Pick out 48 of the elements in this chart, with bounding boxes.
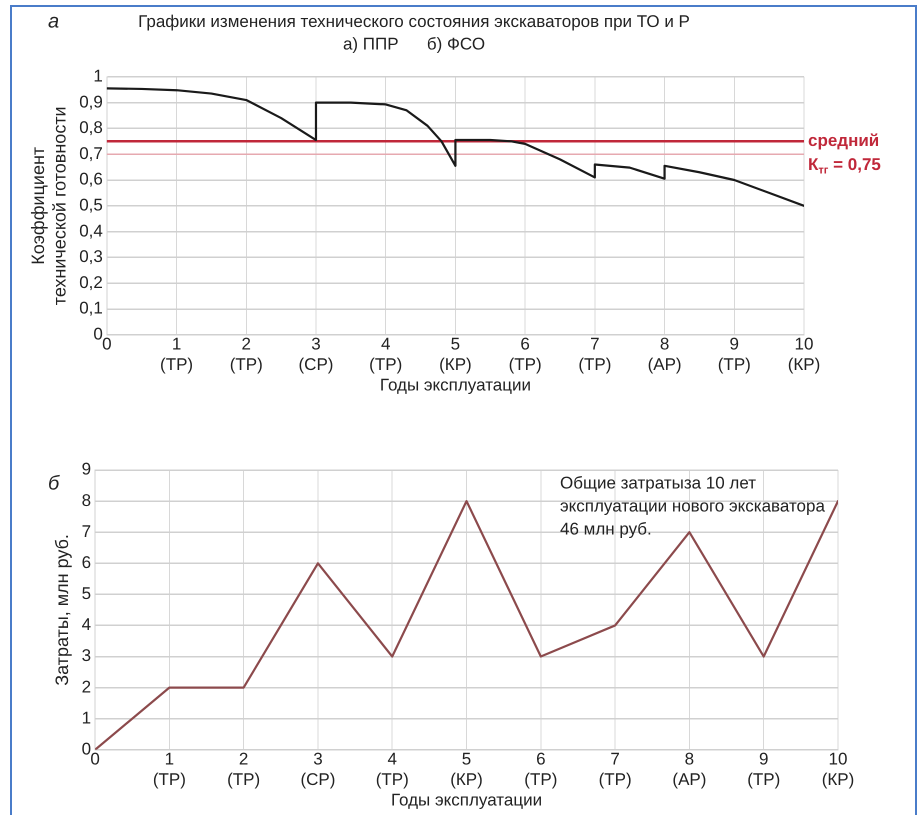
x-tick-label: 4 (ТР) [376,750,409,790]
x-tick-label: 5 (КР) [439,334,472,374]
x-tick-label: 6 (ТР) [524,750,558,790]
y-tick-label: 0,1 [79,298,103,318]
x-axis-title: Годы эксплуатации [390,790,542,810]
y-tick-label: 7 [82,522,92,541]
x-tick-label: 1 (ТР) [160,334,194,374]
x-tick-label: 2 (ТР) [227,750,260,790]
chart-subtitle: а) ППР б) ФСО [342,34,486,54]
x-tick-label: 9 (ТР) [747,750,780,790]
x-axis-title: Годы эксплуатации [380,375,531,394]
x-tick-label: 1 (ТР) [152,750,186,790]
x-tick-label: 10 (КР) [822,750,854,790]
y-tick-label: 0,3 [79,247,103,266]
y-tick-label: 1 [93,66,103,86]
x-tick-label: 4 (ТР) [369,334,402,374]
chart-title: Графики изменения технического состояния экскаваторов при ТО и Р [138,12,690,31]
y-tick-label: 8 [82,490,92,510]
annotation: Общие затратыза 10 лет эксплуатации нового экскаватора 46 млн руб. [560,474,826,539]
x-tick-label: 3 (СР) [300,750,336,790]
y-tick-label: 0,8 [79,118,103,138]
y-tick-label: 4 [82,615,92,634]
text: б [48,472,60,495]
y-tick-label: 5 [82,584,92,604]
x-tick-label: 10 (КР) [788,334,820,374]
y-tick-label: 3 [82,646,92,666]
x-tick-label: 9 (ТР) [718,334,751,374]
x-tick-label: 8 (АР) [648,334,682,374]
text: а [48,10,60,33]
x-tick-label: 7 (ТР) [598,750,632,790]
x-tick-label: 2 (ТР) [230,334,263,374]
x-tick-label: 7 (ТР) [578,334,612,374]
x-tick-label: 6 (ТР) [508,334,542,374]
y-tick-label: 6 [82,552,92,572]
y-tick-label: 0,6 [79,170,103,189]
y-tick-label: 1 [82,708,92,728]
y-tick-label: 2 [82,677,92,696]
y-tick-label: 0,5 [79,195,103,214]
y-tick-label: 9 [82,460,92,479]
y-axis-title: Затраты, млн руб. [52,534,72,686]
y-tick-label: 0,9 [79,92,103,112]
x-tick-label: 8 (АР) [672,750,706,790]
y-tick-label: 0,2 [79,272,103,292]
y-tick-label: 0,7 [79,144,103,163]
x-tick-label: 5 (КР) [450,750,483,790]
y-axis-title: Коэффициент технической готовности [28,106,70,306]
y-tick-label: 0,4 [79,221,103,240]
x-tick-label: 3 (СР) [298,334,334,374]
